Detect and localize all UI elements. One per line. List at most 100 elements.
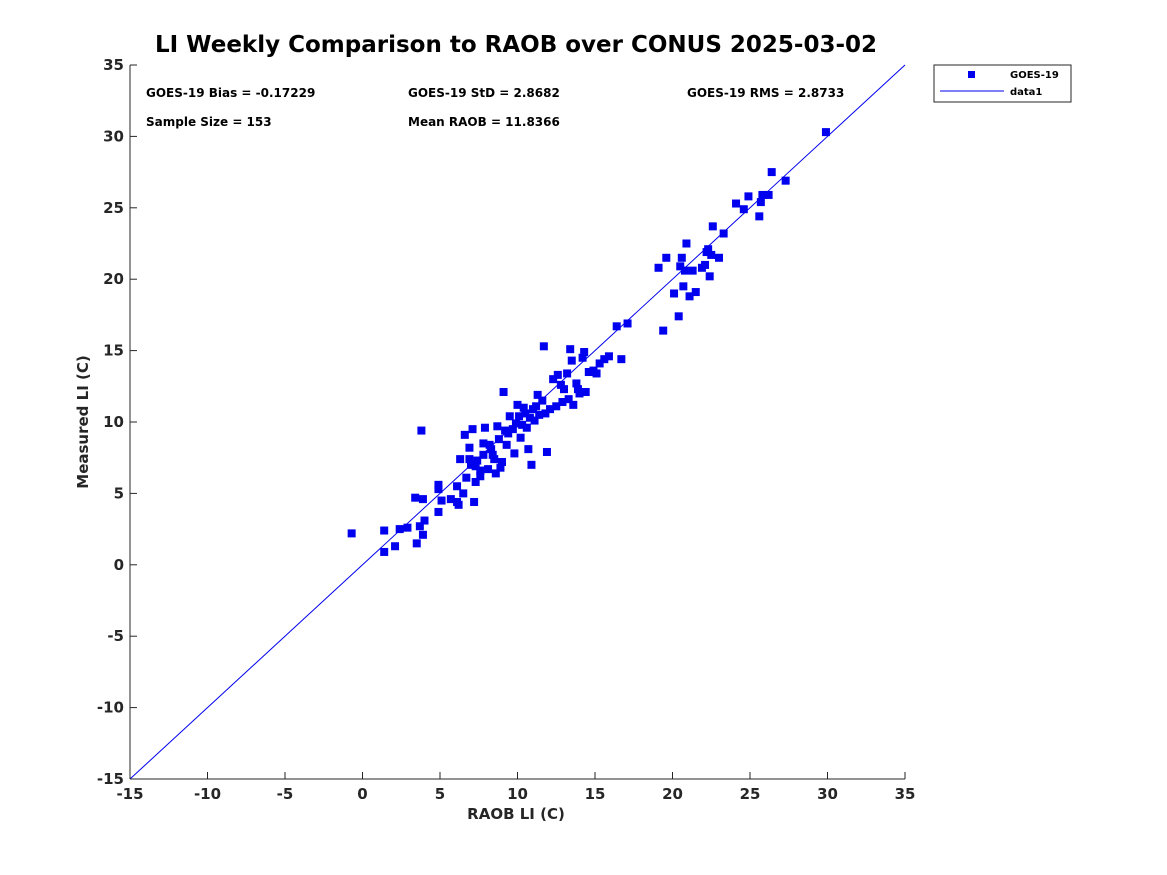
scatter-point (460, 430, 469, 439)
scatter-point (533, 390, 542, 399)
scatter-point (604, 352, 613, 361)
y-tick-label: 0 (114, 556, 124, 574)
scatter-point (719, 229, 728, 238)
scatter-points-layer (347, 128, 830, 556)
scatter-point (552, 402, 561, 411)
scatter-point (612, 322, 621, 331)
scatter-point (580, 348, 589, 357)
scatter-point (578, 353, 587, 362)
scatter-point (704, 245, 713, 254)
stats-annotations: GOES-19 Bias = -0.17229 GOES-19 StD = 2.… (146, 86, 844, 129)
scatter-point (563, 369, 572, 378)
scatter-point (511, 419, 520, 428)
scatter-point (493, 422, 502, 431)
axes-layer: -15 -10 -5 0 5 10 15 20 25 30 35 -15 -10 -5 0 5 10 15 20 25… (97, 56, 916, 803)
scatter-point (415, 522, 424, 531)
scatter-point (498, 457, 506, 466)
scatter-point (490, 455, 499, 464)
scatter-point (467, 460, 475, 469)
scatter-point (496, 463, 505, 472)
legend: GOES-19 data1 (933, 64, 1072, 103)
scatter-point (456, 455, 465, 464)
scatter-point (471, 462, 480, 471)
annotation-std: GOES-19 StD = 2.8682 (408, 86, 560, 100)
annotation-bias: GOES-19 Bias = -0.17229 (146, 86, 315, 100)
scatter-point (764, 190, 773, 199)
scatter-point (476, 466, 485, 475)
scatter-point (682, 239, 691, 248)
scatter-point (705, 272, 714, 281)
scatter-point (685, 292, 694, 301)
scatter-point (485, 440, 494, 449)
scatter-point (744, 192, 753, 201)
scatter-point (564, 395, 573, 404)
scatter-point (434, 507, 443, 516)
y-tick-label: -15 (97, 770, 124, 788)
x-tick-label: 0 (357, 785, 367, 803)
scatter-point (412, 539, 421, 548)
scatter-point (538, 396, 547, 405)
scatter-point (476, 472, 485, 481)
scatter-point (418, 495, 427, 504)
scatter-point (418, 530, 427, 539)
scatter-point (437, 496, 446, 505)
legend-label-goes19: GOES-19 (1010, 70, 1059, 81)
y-tick-label: 35 (103, 56, 124, 74)
scatter-point (623, 319, 632, 328)
scatter-point (755, 212, 764, 221)
scatter-point (677, 253, 686, 262)
scatter-point (595, 359, 604, 368)
y-tick-label: 15 (103, 342, 124, 360)
scatter-point (530, 416, 539, 425)
scatter-point (484, 465, 493, 474)
scatter-point (572, 379, 581, 388)
scatter-point (535, 410, 544, 419)
scatter-point (680, 266, 689, 275)
scatter-point (518, 420, 527, 429)
scatter-point (600, 355, 609, 364)
scatter-point (454, 500, 463, 509)
scatter-point (510, 449, 519, 458)
scatter-point (821, 128, 830, 137)
scatter-point (522, 423, 531, 432)
scatter-point (471, 477, 480, 486)
scatter-point (527, 460, 536, 469)
legend-marker-goes19 (968, 71, 975, 78)
scatter-point (521, 409, 530, 418)
annotation-mean-raob: Mean RAOB = 11.8366 (408, 115, 560, 129)
y-axis-title: Measured LI (C) (74, 355, 92, 488)
chart-title: LI Weekly Comparison to RAOB over CONUS … (155, 32, 877, 58)
scatter-point (499, 388, 508, 397)
scatter-point (347, 529, 356, 538)
scatter-point (756, 198, 765, 207)
scatter-point (560, 385, 568, 394)
legend-box (933, 64, 1072, 103)
x-tick-label: -5 (277, 785, 294, 803)
y-tick-label: 25 (103, 199, 124, 217)
scatter-point (781, 176, 790, 185)
scatter-point (556, 380, 565, 389)
scatter-point (758, 190, 767, 199)
scatter-point (513, 400, 522, 409)
scatter-point (679, 282, 688, 291)
scatter-point (380, 547, 389, 556)
y-tick-label: 10 (103, 413, 124, 431)
scatter-point (420, 516, 429, 525)
x-axis-title: RAOB LI (C) (467, 805, 565, 823)
scatter-point (488, 450, 497, 459)
x-tick-label: 5 (435, 785, 445, 803)
scatter-point (707, 250, 716, 259)
scatter-point (519, 403, 528, 412)
scatter-point (617, 355, 626, 364)
scatter-point (532, 402, 541, 411)
y-tick-label: -10 (97, 699, 124, 717)
scatter-point (395, 525, 404, 534)
scatter-point (505, 412, 514, 421)
scatter-point (515, 412, 524, 421)
x-tick-label: 30 (817, 785, 838, 803)
scatter-point (502, 440, 511, 449)
y-tick-label: 30 (103, 127, 124, 145)
scatter-point (494, 435, 503, 444)
scatter-point (487, 445, 496, 454)
